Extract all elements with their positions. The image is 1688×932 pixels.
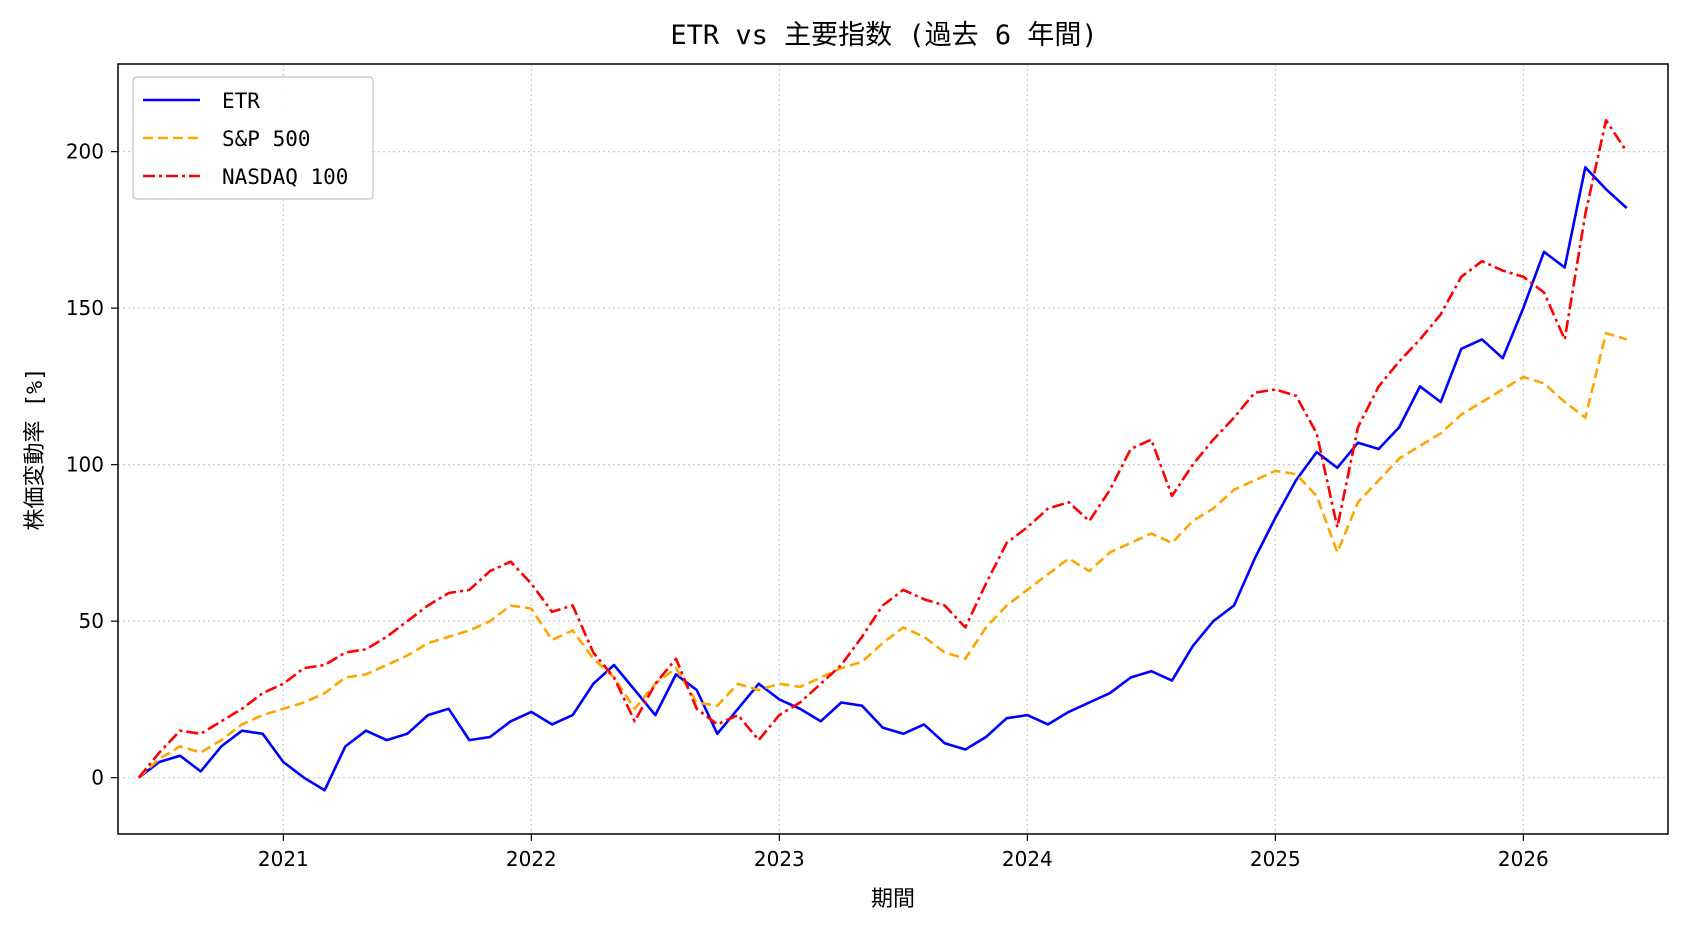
- x-tick-label: 2022: [506, 847, 557, 871]
- legend-label-3: NASDAQ 100: [222, 165, 348, 189]
- x-tick-label: 2024: [1002, 847, 1053, 871]
- grid: [118, 64, 1668, 834]
- x-axis-label: 期間: [871, 887, 915, 912]
- series-line-3: [137, 119, 1628, 779]
- y-axis-label: 株価変動率 [%]: [23, 368, 48, 531]
- legend-box: [132, 76, 374, 200]
- y-tick-label: 200: [66, 140, 104, 164]
- chart-title: ETR vs 主要指数 (過去 6 年間): [670, 20, 1097, 51]
- x-tick-label: 2021: [258, 847, 309, 871]
- legend-label-1: ETR: [222, 89, 260, 113]
- x-tick-label: 2026: [1498, 847, 1549, 871]
- y-tick-label: 150: [66, 296, 104, 320]
- axis-ticks: 2021 2022 2023 2024 2025 2026 0 50 100 150 200: [66, 140, 1549, 871]
- plot-area: [117, 63, 1669, 835]
- series-line-2: [137, 331, 1628, 779]
- y-tick-label: 100: [66, 453, 104, 477]
- legend: ETR S&P 500 NASDAQ 100: [132, 76, 374, 200]
- legend-label-2: S&P 500: [222, 127, 311, 151]
- y-tick-label: 50: [79, 609, 104, 633]
- series-layer: [137, 119, 1628, 792]
- x-tick-label: 2025: [1250, 847, 1301, 871]
- x-tick-label: 2023: [754, 847, 805, 871]
- series-line-1: [137, 166, 1628, 792]
- y-tick-label: 0: [91, 766, 104, 790]
